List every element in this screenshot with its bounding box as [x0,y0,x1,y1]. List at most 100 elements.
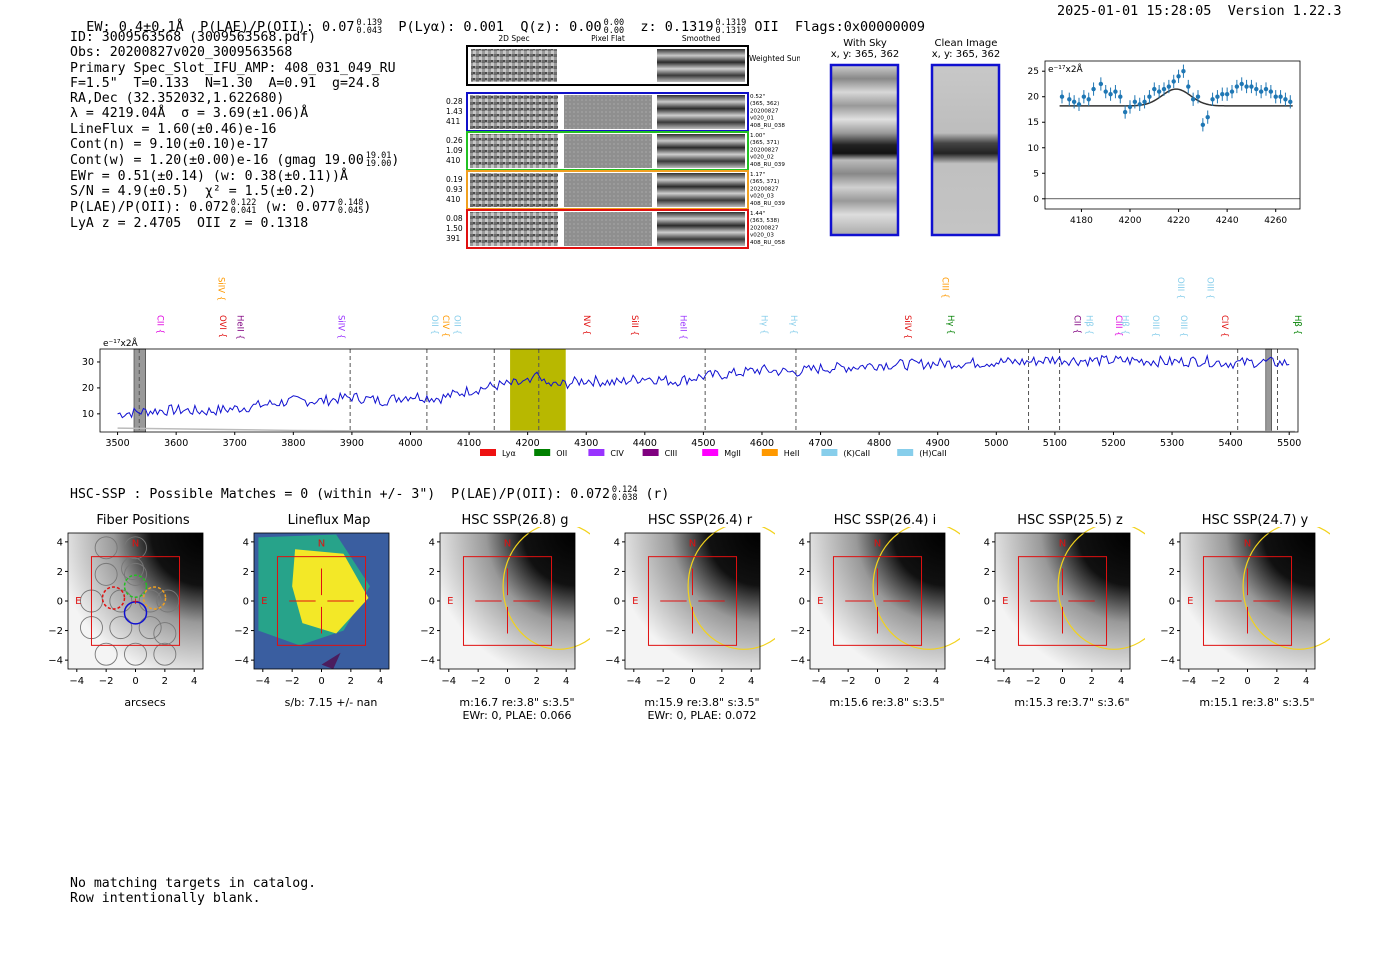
spectrum-masked-region [133,348,146,433]
panel-xtick-label: −2 [471,676,486,687]
weighted-sum-smoothed [657,49,745,82]
cutout-smoothed [657,134,745,168]
panel-ytick-label: −4 [790,656,805,667]
fit-point [1210,97,1215,102]
fit-point [1186,84,1191,89]
spectrum-line-label: SiIV { [902,315,912,339]
north-label: N [874,538,881,549]
spectrum-legend-label: HeII [784,449,800,458]
spectrum-xtick-label: 4900 [926,438,950,449]
spectrum-line-label: Hγ { [758,315,768,335]
cutout-row-meta: 408_RU_039 [750,162,785,168]
spectrum-xtick-label: 4500 [691,438,715,449]
panel-xtick-label: 2 [904,676,910,687]
spectrum-xtick-label: 5500 [1277,438,1301,449]
panel-image: N E 4 2 0 −2 −4 −4 −2 0 2 4 [234,532,390,687]
info-contw-lo: 19.00 [365,159,392,170]
fit-xtick-label: 4240 [1216,216,1239,226]
spectrum-line-label: OIII { [1178,315,1188,337]
info-plae-w-hi: 0.148 [337,198,364,209]
panel-xtick-label: 0 [874,676,880,687]
info-block: ID: 3009563568 (3009563568.pdf) Obs: 202… [70,30,399,231]
panel-ytick-label: 0 [429,597,435,608]
target-box [832,556,923,646]
info-contw-end: ) [391,153,400,169]
sky-cutout [68,533,203,669]
target-box [647,556,738,646]
target-box [1017,556,1108,646]
spectrum-line-label: HeII { [678,315,688,340]
spectrum-line-label: CIII { [939,277,949,299]
spectrum-xtick-label: 5200 [1101,438,1125,449]
panel-xtick-label: 2 [348,676,354,687]
panel-xtick-label: 4 [377,676,383,687]
panel-caption: m:15.3 re:3.7" s:3.6" [1014,696,1130,709]
panel-ytick-label: 2 [799,567,805,578]
panel-xtick-label: 4 [191,676,197,687]
sky-cutout [1180,533,1315,669]
cutout-2d [470,173,558,207]
fit-ytick-label: 0 [1033,195,1039,205]
panel-ytick-label: −4 [1160,656,1175,667]
spectrum-legend-swatch [642,449,659,456]
hsc-summary-end: (r) [645,487,670,502]
panel-image: N E 4 2 0 −2 −4 −4 −2 0 2 4 [1160,527,1330,687]
info-contw-text: Cont(w) = 1.20(±0.00)e-16 (gmag 19.00 [70,153,364,169]
cutout-row-meta: 408_RU_039 [750,201,785,207]
panel-image: N E 4 2 0 −2 −4 −4 −2 0 2 4 [975,527,1145,687]
info-plae-text: P(LAE)/P(OII): 0.072 [70,200,229,216]
hsc-summary-hi: 0.124 [611,485,638,495]
fit-point [1071,99,1077,105]
panel-ytick-label: −2 [1160,626,1175,637]
with-sky-xy: x, y: 365, 362 [830,49,900,60]
clean-image [930,63,1001,237]
spectrum-line-label: OII { [451,315,461,335]
footer: No matching targets in catalog. Row inte… [70,876,316,906]
panel-ytick-label: −4 [420,656,435,667]
fit-point [1283,97,1288,102]
spectrum-legend-swatch [588,449,605,456]
spectrum-line-label: SiIV { [335,315,345,339]
sky-cutout [440,533,575,669]
header-datetime: 2025-01-01 15:28:05 [1057,3,1212,19]
spectrum-xtick-label: 5000 [984,438,1008,449]
cutout-row-meta: 1.17" [750,172,765,178]
fit-point [1254,86,1259,92]
cutout-flat [564,212,652,246]
info-contw-hi: 19.01 [365,151,392,162]
cutout-row-meta: 1.00" [750,133,765,139]
panel-xtick-label: 4 [1118,676,1124,687]
footer-line2: Row intentionally blank. [70,891,261,906]
panel-image: N E 4 2 0 −2 −4 −4 −2 0 2 4 [790,527,960,687]
panel-caption: m:15.1 re:3.8" s:3.5" [1199,696,1315,709]
fiber-circle [94,562,118,586]
panel-xtick-label: −4 [626,676,641,687]
spectrum-line-label: CII { [1071,315,1081,334]
aperture-ellipse [687,527,775,650]
fiber-circle [109,589,133,613]
cutout-row-meta: 20200827 [750,225,779,231]
spectrum-legend-swatch [897,449,914,456]
cutout-col-smooth: Smoothed [682,34,721,43]
cutout-row-meta: (365, 371) [750,140,779,146]
fit-model-curve [1059,88,1293,107]
header-z-hi: 0.1319 [715,18,747,28]
spectrum-legend-label: (K)CaII [843,449,870,458]
spectrum-xtick-label: 3700 [223,438,247,449]
info-sn: S/N = 4.9(±0.5) χ² = 1.5(±0.2) [70,183,317,199]
panel-image: + N E 4 2 0 −2 −4 −4 −2 0 2 4 [48,532,204,687]
spectrum-ytick-label: 10 [82,409,94,420]
panel-xtick-label: −2 [656,676,671,687]
panel-title: HSC SSP(25.5) z [1017,513,1123,528]
fit-point [1215,94,1220,99]
info-obs: Obs: 20200827v020_3009563568 [70,45,293,61]
cutout-smoothed [657,173,745,207]
north-label: N [318,538,325,549]
spectrum-line-label: CIV { [1219,315,1229,337]
weighted-sum-2d [471,49,557,82]
cutout-flat [564,134,652,168]
target-box [276,556,367,646]
info-slot: Primary Spec_Slot_IFU_AMP: 408_031_049_R… [70,60,396,76]
panel-title: HSC SSP(26.4) r [647,513,753,528]
fit-point [1152,86,1157,92]
